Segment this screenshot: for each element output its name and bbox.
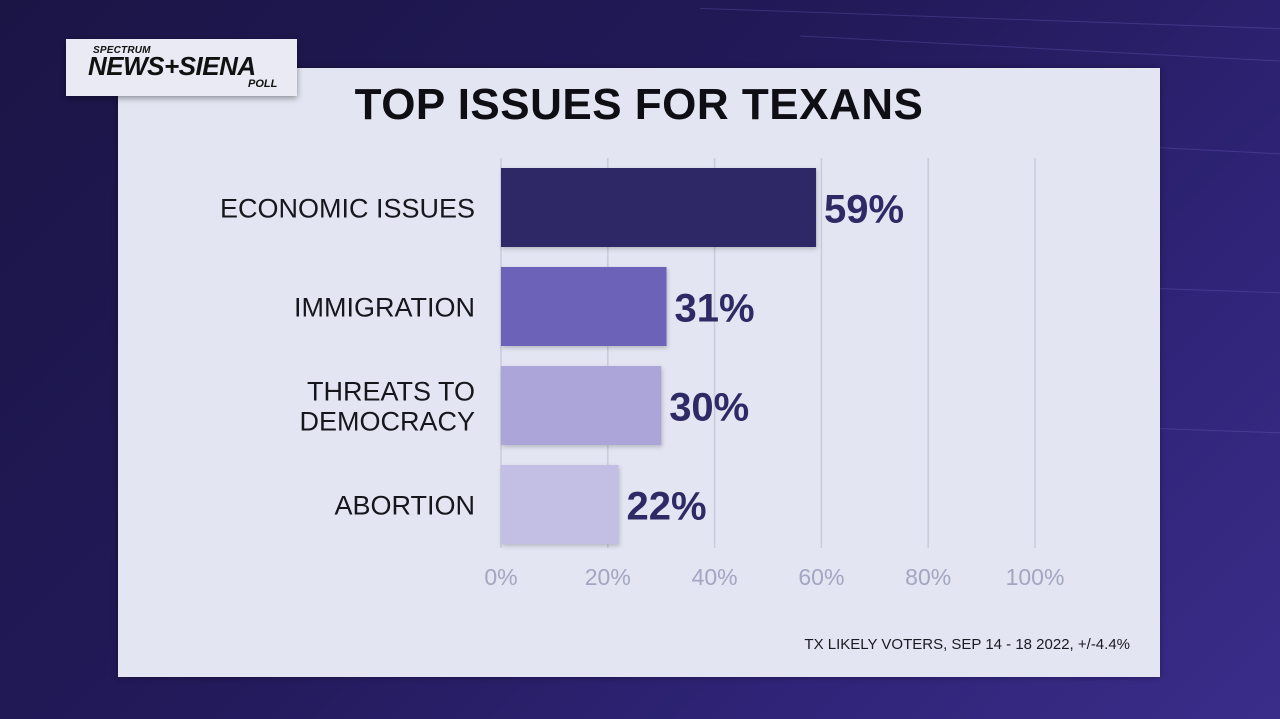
spectrum-news-siena-logo: SPECTRUM NEWS+SIENA POLL bbox=[66, 39, 297, 96]
value-label: 31% bbox=[675, 287, 755, 331]
x-tick-label: 20% bbox=[585, 564, 631, 590]
x-tick-label: 60% bbox=[798, 564, 844, 590]
poll-footnote: TX LIKELY VOTERS, SEP 14 - 18 2022, +/-4… bbox=[804, 636, 1130, 653]
x-tick-label: 100% bbox=[1006, 564, 1065, 590]
bar bbox=[501, 168, 817, 247]
background-streak bbox=[1150, 427, 1280, 434]
category-label: IMMIGRATION bbox=[294, 293, 475, 323]
x-tick-label: 80% bbox=[905, 564, 951, 590]
logo-poll: POLL bbox=[248, 78, 278, 90]
category-label-line: ABORTION bbox=[334, 491, 475, 521]
category-label-line: IMMIGRATION bbox=[294, 293, 475, 323]
background-streak bbox=[800, 35, 1280, 62]
background-streak bbox=[1150, 146, 1280, 155]
background-streak bbox=[700, 7, 1280, 30]
category-label-line: DEMOCRACY bbox=[299, 407, 475, 437]
value-label: 22% bbox=[626, 485, 706, 529]
category-label: THREATS TO DEMOCRACY bbox=[299, 377, 475, 437]
bar-chart: 0% 20% 40% 60% 80% 100% 59% ECONOMIC ISSUES 31% I… bbox=[220, 158, 1065, 590]
bar bbox=[501, 465, 619, 544]
x-tick-label: 0% bbox=[484, 564, 517, 590]
category-label-line: ECONOMIC ISSUES bbox=[220, 194, 475, 224]
bar bbox=[501, 366, 662, 445]
category-label: ECONOMIC ISSUES bbox=[220, 194, 475, 224]
logo-spectrum: SPECTRUM bbox=[93, 45, 151, 56]
category-label: ABORTION bbox=[334, 491, 475, 521]
x-tick-label: 40% bbox=[692, 564, 738, 590]
value-label: 30% bbox=[669, 386, 749, 430]
background-streak bbox=[1150, 287, 1280, 294]
chart-title: TOP ISSUES FOR TEXANS bbox=[354, 80, 924, 129]
bar bbox=[501, 267, 667, 346]
value-label: 59% bbox=[824, 188, 904, 232]
chart-card: TOP ISSUES FOR TEXANS 0% 20% 40% 60% 80% 100%… bbox=[118, 68, 1160, 677]
logo-news-siena: NEWS+SIENA bbox=[88, 51, 256, 81]
category-label-line: THREATS TO bbox=[307, 377, 475, 407]
